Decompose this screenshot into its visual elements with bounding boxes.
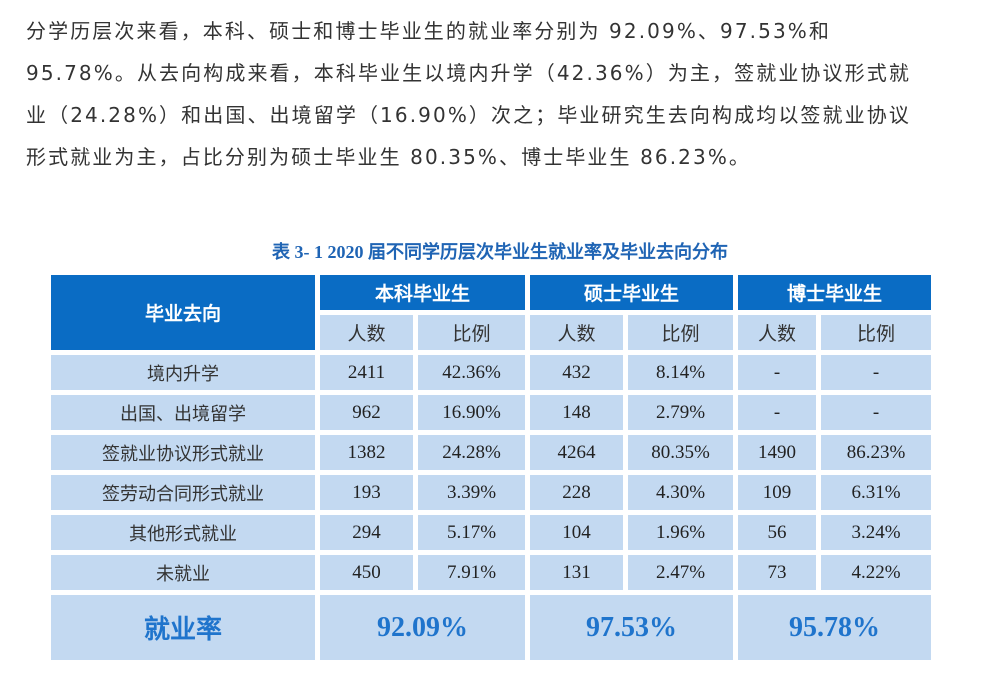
table-cell: 80.35% [628,435,733,470]
table-cell: 3.24% [821,515,931,550]
table-cell: 1490 [738,435,816,470]
table-row: 签劳动合同形式就业 193 3.39% 228 4.30% 109 6.31% [51,475,931,510]
table-cell: 294 [320,515,413,550]
table-cell: 73 [738,555,816,590]
table-cell: 109 [738,475,816,510]
employment-rate-bachelor: 92.09% [320,595,525,660]
table-cell: 4264 [530,435,623,470]
table-cell: 2.79% [628,395,733,430]
table-cell: 16.90% [418,395,525,430]
table-cell: 2.47% [628,555,733,590]
table-cell: 86.23% [821,435,931,470]
table-cell: - [821,355,931,390]
table-cell: 2411 [320,355,413,390]
employment-rate-label: 就业率 [51,595,315,660]
sub-header-count: 人数 [530,315,623,350]
table-cell: 8.14% [628,355,733,390]
paragraph-line: 业（24.28%）和出国、出境留学（16.90%）次之；毕业研究生去向构成均以签… [26,103,911,127]
table-cell: 24.28% [418,435,525,470]
sub-header-count: 人数 [738,315,816,350]
row-label: 签就业协议形式就业 [51,435,315,470]
table-cell: 1.96% [628,515,733,550]
row-label: 出国、出境留学 [51,395,315,430]
employment-table: 毕业去向 本科毕业生 硕士毕业生 博士毕业生 人数 比例 人数 比例 人数 比例… [46,270,936,665]
sub-header-count: 人数 [320,315,413,350]
table-cell: 5.17% [418,515,525,550]
table-cell: - [821,395,931,430]
table-row: 境内升学 2411 42.36% 432 8.14% - - [51,355,931,390]
table-cell: 450 [320,555,413,590]
header-row-sub: 人数 比例 人数 比例 人数 比例 [51,315,931,350]
paragraph-line: 形式就业为主，占比分别为硕士毕业生 80.35%、博士毕业生 86.23%。 [26,145,752,169]
table-row: 其他形式就业 294 5.17% 104 1.96% 56 3.24% [51,515,931,550]
table-cell: 6.31% [821,475,931,510]
table-cell: 228 [530,475,623,510]
table-cell: 1382 [320,435,413,470]
sub-header-ratio: 比例 [418,315,525,350]
table-row: 未就业 450 7.91% 131 2.47% 73 4.22% [51,555,931,590]
group-header-bachelor: 本科毕业生 [320,275,525,310]
table-cell: - [738,395,816,430]
row-label: 未就业 [51,555,315,590]
group-header-master: 硕士毕业生 [530,275,733,310]
table-cell: 104 [530,515,623,550]
table-cell: 7.91% [418,555,525,590]
row-label: 境内升学 [51,355,315,390]
table-cell: - [738,355,816,390]
table-cell: 56 [738,515,816,550]
table-row: 出国、出境留学 962 16.90% 148 2.79% - - [51,395,931,430]
corner-header: 毕业去向 [51,275,315,350]
table-cell: 4.30% [628,475,733,510]
table-cell: 4.22% [821,555,931,590]
table-caption: 表 3- 1 2020 届不同学历层次毕业生就业率及毕业去向分布 [272,242,728,262]
table-cell: 432 [530,355,623,390]
group-header-doctor: 博士毕业生 [738,275,931,310]
table-cell: 193 [320,475,413,510]
header-row-groups: 毕业去向 本科毕业生 硕士毕业生 博士毕业生 [51,275,931,350]
row-label: 签劳动合同形式就业 [51,475,315,510]
paragraph-line: 分学历层次来看，本科、硕士和博士毕业生的就业率分别为 92.09%、97.53%… [26,19,831,43]
table-cell: 148 [530,395,623,430]
row-label: 其他形式就业 [51,515,315,550]
total-row: 就业率 92.09% 97.53% 95.78% [51,595,931,660]
sub-header-ratio: 比例 [821,315,931,350]
table-cell: 3.39% [418,475,525,510]
table-row: 签就业协议形式就业 1382 24.28% 4264 80.35% 1490 8… [51,435,931,470]
table-cell: 42.36% [418,355,525,390]
paragraph-line: 95.78%。从去向构成来看，本科毕业生以境内升学（42.36%）为主，签就业协… [26,61,911,85]
table-cell: 962 [320,395,413,430]
table-cell: 131 [530,555,623,590]
summary-paragraph: 分学历层次来看，本科、硕士和博士毕业生的就业率分别为 92.09%、97.53%… [26,10,976,178]
employment-rate-master: 97.53% [530,595,733,660]
employment-rate-doctor: 95.78% [738,595,931,660]
sub-header-ratio: 比例 [628,315,733,350]
